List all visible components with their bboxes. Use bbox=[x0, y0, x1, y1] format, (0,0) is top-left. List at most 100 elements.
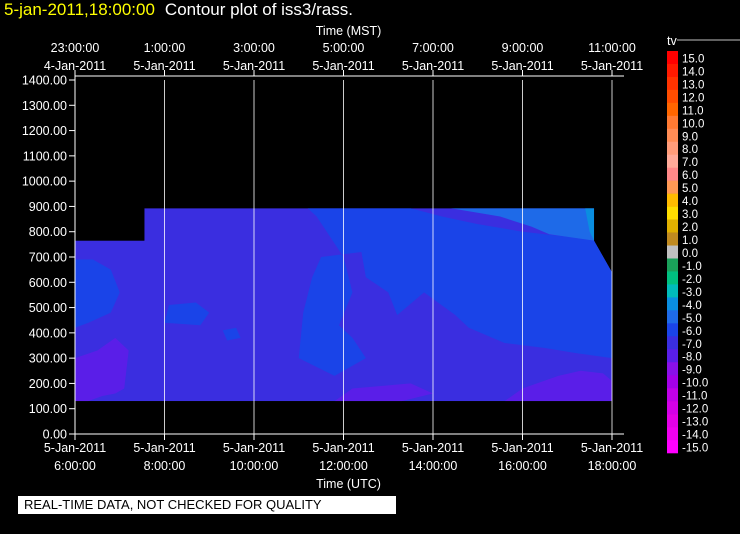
contour-region-m5-5 bbox=[450, 208, 595, 241]
legend-swatch bbox=[667, 206, 678, 220]
legend-label: -6.0 bbox=[682, 326, 702, 338]
top-tick-date: 4-Jan-2011 bbox=[44, 59, 106, 73]
legend-swatch bbox=[667, 51, 678, 65]
bottom-tick-time: 6:00:00 bbox=[54, 459, 96, 473]
y-tick-label: 400.00 bbox=[29, 326, 67, 340]
bottom-tick-time: 10:00:00 bbox=[230, 459, 279, 473]
legend-label: 1.0 bbox=[682, 235, 698, 247]
legend-swatch bbox=[667, 102, 678, 117]
legend-label: 6.0 bbox=[682, 170, 698, 182]
plot-title: Contour plot of iss3/rass. bbox=[164, 0, 353, 19]
y-tick-label: 300.00 bbox=[29, 352, 67, 366]
legend-swatch bbox=[667, 401, 678, 415]
legend-swatch bbox=[667, 349, 678, 363]
contour-region-m6-2 bbox=[75, 259, 120, 328]
legend-swatch bbox=[667, 271, 678, 285]
legend-swatch bbox=[667, 258, 678, 272]
legend-swatch bbox=[667, 232, 678, 246]
top-tick-date: 5-Jan-2011 bbox=[581, 59, 643, 73]
legend-label: -1.0 bbox=[682, 261, 702, 273]
legend-label: -4.0 bbox=[682, 300, 702, 312]
y-tick-label: 700.00 bbox=[29, 251, 67, 265]
legend-label: 13.0 bbox=[682, 79, 704, 91]
contour-region-m6-3 bbox=[164, 302, 210, 326]
y-tick-label: 1000.00 bbox=[22, 175, 67, 189]
y-tick-label: 1400.00 bbox=[22, 74, 67, 88]
contour-region-m8-9 bbox=[504, 370, 612, 402]
legend-swatch bbox=[667, 141, 678, 156]
top-tick-time: 7:00:00 bbox=[412, 41, 454, 55]
legend-label: 9.0 bbox=[682, 131, 698, 143]
legend-swatch bbox=[667, 310, 678, 324]
legend-label: 4.0 bbox=[682, 196, 698, 208]
top-axis-label: Time (MST) bbox=[316, 24, 382, 38]
contour-region-m4-6 bbox=[585, 208, 595, 241]
legend-swatch bbox=[667, 427, 678, 441]
bottom-tick-date: 5-Jan-2011 bbox=[581, 441, 643, 455]
legend-swatch bbox=[667, 440, 678, 454]
top-tick-date: 5-Jan-2011 bbox=[133, 59, 195, 73]
legend-label: 14.0 bbox=[682, 66, 704, 78]
y-tick-label: 200.00 bbox=[29, 377, 67, 391]
legend-label: 5.0 bbox=[682, 183, 698, 195]
y-tick-label: 1200.00 bbox=[22, 124, 67, 138]
y-tick-label: 800.00 bbox=[29, 225, 67, 239]
top-tick-date: 5-Jan-2011 bbox=[223, 59, 285, 73]
bottom-tick-time: 8:00:00 bbox=[144, 459, 186, 473]
legend-swatch bbox=[667, 76, 678, 91]
bottom-tick-date: 5-Jan-2011 bbox=[44, 441, 106, 455]
legend-label: 10.0 bbox=[682, 118, 704, 130]
legend-swatch bbox=[667, 63, 678, 78]
y-tick-label: 1100.00 bbox=[23, 149, 67, 163]
bottom-tick-time: 16:00:00 bbox=[498, 459, 547, 473]
legend-label: -14.0 bbox=[682, 430, 708, 442]
quality-notice: REAL-TIME DATA, NOT CHECKED FOR QUALITY bbox=[18, 496, 396, 514]
legend-variable: tv bbox=[667, 34, 677, 48]
legend-label: 7.0 bbox=[682, 157, 698, 169]
bottom-tick-date: 5-Jan-2011 bbox=[223, 441, 285, 455]
legend-label: -8.0 bbox=[682, 352, 702, 364]
bottom-tick-date: 5-Jan-2011 bbox=[491, 441, 553, 455]
bottom-tick-date: 5-Jan-2011 bbox=[402, 441, 464, 455]
legend-label: -3.0 bbox=[682, 287, 702, 299]
legend-swatch bbox=[667, 284, 678, 298]
y-tick-label: 100.00 bbox=[29, 402, 67, 416]
contour-region-m8-7 bbox=[75, 337, 129, 402]
legend-label: 11.0 bbox=[682, 105, 704, 117]
y-tick-label: 900.00 bbox=[29, 200, 67, 214]
bottom-tick-date: 5-Jan-2011 bbox=[133, 441, 195, 455]
legend-swatch bbox=[667, 323, 678, 337]
bottom-tick-time: 18:00:00 bbox=[588, 459, 637, 473]
bottom-tick-date: 5-Jan-2011 bbox=[312, 441, 374, 455]
legend-swatch bbox=[667, 297, 678, 311]
legend-label: 3.0 bbox=[682, 209, 698, 221]
legend-swatch bbox=[667, 336, 678, 350]
legend-label: -5.0 bbox=[682, 313, 702, 325]
top-tick-time: 5:00:00 bbox=[323, 41, 365, 55]
legend-swatch bbox=[667, 219, 678, 233]
legend-label: 2.0 bbox=[682, 222, 698, 234]
legend-swatch bbox=[667, 362, 678, 376]
y-tick-label: 500.00 bbox=[29, 301, 67, 315]
legend-label: 8.0 bbox=[682, 144, 698, 156]
bottom-tick-time: 14:00:00 bbox=[409, 459, 458, 473]
legend-label: 0.0 bbox=[682, 248, 698, 260]
legend-label: -15.0 bbox=[682, 443, 708, 455]
legend-swatch bbox=[667, 193, 678, 207]
legend-label: -10.0 bbox=[682, 378, 708, 390]
legend-label: -12.0 bbox=[682, 404, 708, 416]
top-tick-time: 23:00:00 bbox=[51, 41, 100, 55]
legend-swatch bbox=[667, 180, 678, 194]
legend-label: -2.0 bbox=[682, 274, 702, 286]
legend-swatch bbox=[667, 115, 678, 130]
legend-label: -9.0 bbox=[682, 365, 702, 377]
plot-header: 5-jan-2011,18:00:00 Contour plot of iss3/… bbox=[4, 0, 353, 24]
timestamp: 5-jan-2011,18:00:00 bbox=[4, 0, 155, 19]
legend-label: -13.0 bbox=[682, 417, 708, 429]
plot-axes: 0.00 100.00 200.00 300.00 400.00 500.00 600.00… bbox=[22, 24, 643, 491]
top-tick-time: 1:00:00 bbox=[144, 41, 186, 55]
legend-swatch bbox=[667, 128, 678, 143]
legend-swatch bbox=[667, 154, 678, 169]
legend-swatch bbox=[667, 388, 678, 402]
